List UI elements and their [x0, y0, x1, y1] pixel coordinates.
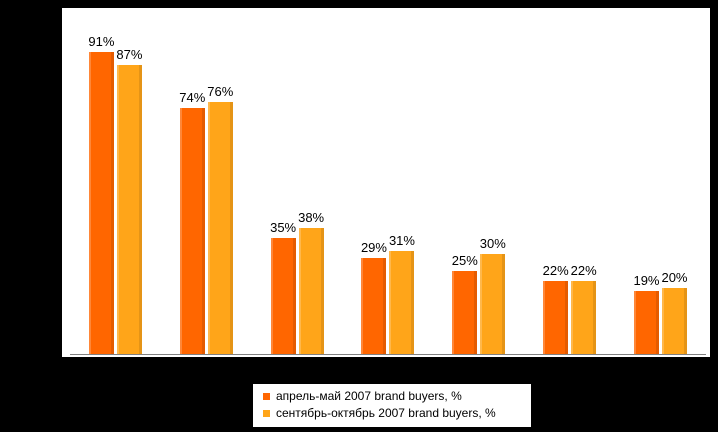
- bar-column-series1: 74%: [179, 22, 206, 354]
- value-label: 91%: [88, 33, 115, 49]
- bar-series2: [661, 287, 687, 354]
- bar-series1: [88, 51, 114, 354]
- bar-column-series2: 20%: [661, 22, 688, 354]
- bar-series1: [633, 290, 659, 354]
- bar-column-series2: 31%: [388, 22, 415, 354]
- bar-column-series1: 35%: [270, 22, 297, 354]
- value-label: 22%: [542, 262, 569, 278]
- bar-series1: [179, 108, 205, 354]
- bar-series2: [116, 65, 142, 354]
- value-label: 29%: [360, 239, 387, 255]
- bar-group: 29% 31%: [360, 22, 415, 354]
- bar-series2: [389, 251, 415, 354]
- bar-column-series1: 91%: [88, 22, 115, 354]
- value-label: 20%: [661, 269, 688, 285]
- legend-label-series1: апрель-май 2007 brand buyers, %: [276, 389, 462, 403]
- value-label: 25%: [451, 253, 478, 268]
- bar-column-series1: 29%: [360, 22, 387, 354]
- value-label: 74%: [179, 90, 206, 106]
- bar-series2: [298, 227, 324, 354]
- legend-swatch-series2: [263, 410, 270, 417]
- value-label: 87%: [116, 47, 143, 63]
- bar-column-series1: 25%: [451, 22, 478, 354]
- value-label: 35%: [270, 219, 297, 235]
- bar-series2: [480, 254, 506, 354]
- value-label: 19%: [633, 272, 660, 288]
- legend-item-series1: апрель-май 2007 brand buyers, %: [263, 388, 523, 405]
- bar-group: 91% 87%: [88, 22, 143, 354]
- legend-label-series2: сентябрь-октябрь 2007 brand buyers, %: [276, 406, 496, 420]
- value-label: 76%: [207, 83, 234, 99]
- plot-area: 91% 87% 74% 76% 35% 38% 29% 31% 25% 30% 22% 22% 19% 2…: [70, 22, 706, 355]
- bar-group: 74% 76%: [179, 22, 234, 354]
- bar-group: 22% 22%: [542, 22, 597, 354]
- bar-series2: [571, 280, 597, 354]
- value-label: 31%: [388, 233, 415, 249]
- bar-column-series2: 87%: [116, 22, 143, 354]
- legend: апрель-май 2007 brand buyers, % сентябрь…: [252, 383, 532, 428]
- bar-series1: [452, 271, 478, 354]
- bar-series1: [361, 257, 387, 354]
- value-label: 38%: [298, 209, 325, 225]
- bar-series2: [207, 101, 233, 354]
- legend-swatch-series1: [263, 393, 270, 400]
- bar-series1: [543, 280, 569, 354]
- bar-column-series2: 38%: [298, 22, 325, 354]
- bar-column-series2: 76%: [207, 22, 234, 354]
- bar-column-series2: 22%: [570, 22, 597, 354]
- bar-column-series2: 30%: [479, 22, 506, 354]
- bar-group: 19% 20%: [633, 22, 688, 354]
- bar-group: 35% 38%: [270, 22, 325, 354]
- bar-chart: 91% 87% 74% 76% 35% 38% 29% 31% 25% 30% 22% 22% 19% 2…: [62, 8, 710, 357]
- value-label: 30%: [479, 236, 506, 252]
- bar-column-series1: 22%: [542, 22, 569, 354]
- value-label: 22%: [570, 262, 597, 278]
- bar-series1: [270, 237, 296, 354]
- bar-column-series1: 19%: [633, 22, 660, 354]
- bar-group: 25% 30%: [451, 22, 506, 354]
- legend-item-series2: сентябрь-октябрь 2007 brand buyers, %: [263, 405, 523, 422]
